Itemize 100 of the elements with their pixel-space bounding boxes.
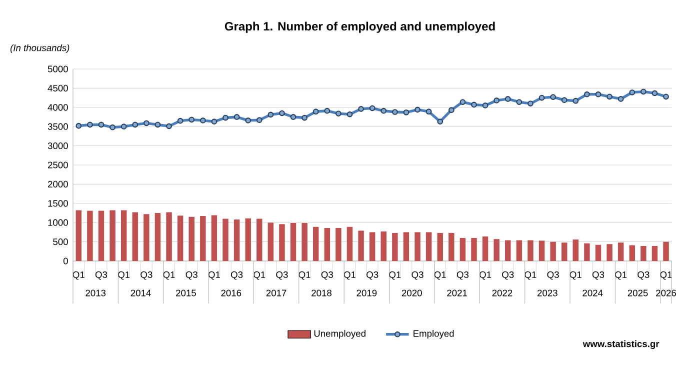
y-tick-label: 3500 — [48, 123, 68, 130]
bar — [211, 215, 218, 261]
y-tick-label: 2500 — [48, 162, 68, 168]
x-tick-label: Q3 — [321, 271, 333, 280]
y-tick-label: 5000 — [48, 66, 68, 72]
x-tick-label: Q1 — [344, 271, 356, 280]
x-tick-label: Q3 — [366, 271, 378, 280]
x-tick-label: Q3 — [231, 271, 243, 280]
text: 2016 — [221, 290, 242, 296]
y-tick-label: 500 — [53, 238, 68, 246]
text: 2026 — [656, 290, 676, 296]
text: 2022 — [492, 290, 512, 296]
bar — [336, 228, 342, 261]
text: 2024 — [582, 290, 603, 296]
bar — [290, 222, 296, 261]
bar — [663, 242, 669, 261]
x-tick-label: Q1 — [298, 271, 310, 280]
bar — [120, 210, 127, 261]
x-tick-label: Q1 — [118, 271, 130, 280]
y-tick-label: 1000 — [48, 219, 68, 226]
bar — [234, 220, 240, 261]
x-tick-label: Q3 — [502, 271, 514, 280]
chart-title: Graph 1. Number of employed and unemployed — [224, 22, 495, 33]
bar — [98, 210, 104, 261]
bar — [177, 216, 184, 261]
bar — [144, 214, 150, 261]
legend-label: Employed — [414, 330, 454, 339]
text: 2020 — [402, 290, 422, 296]
text: 2021 — [447, 290, 467, 296]
text: 2019 — [356, 290, 377, 296]
bar — [188, 216, 194, 261]
bar — [618, 242, 624, 261]
bar — [403, 232, 410, 261]
bar — [414, 232, 420, 261]
bar — [471, 238, 477, 261]
x-tick-label: Q1 — [660, 271, 672, 280]
bar — [505, 240, 511, 261]
bar — [110, 210, 116, 261]
y-tick-label: 0 — [63, 258, 68, 264]
x-tick-label: Q1 — [480, 271, 492, 280]
y-tick-label: 1500 — [48, 200, 68, 207]
y-tick-label: 3000 — [48, 142, 68, 150]
x-tick-label: Q3 — [638, 271, 650, 280]
bar — [154, 212, 161, 261]
bar — [516, 240, 522, 261]
bar — [538, 240, 545, 261]
bar — [494, 239, 500, 261]
bar — [550, 242, 556, 261]
x-tick-label: Q1 — [434, 271, 446, 280]
text: 2017 — [266, 290, 286, 296]
x-tick-label: Q3 — [140, 271, 152, 280]
text: www.statistics.gr — [582, 340, 660, 350]
bar — [584, 243, 590, 261]
x-tick-label: Q1 — [254, 271, 266, 280]
bar — [426, 232, 432, 261]
x-tick-label: Q3 — [592, 271, 604, 280]
bar — [528, 240, 534, 261]
x-tick-label: Q3 — [412, 271, 424, 280]
x-tick-label: Q3 — [186, 271, 198, 280]
y-tick-label: 2000 — [48, 180, 68, 188]
bar — [572, 239, 579, 261]
bar — [222, 218, 228, 261]
bar — [437, 232, 443, 261]
bar — [302, 222, 308, 261]
legend-label: Unemployed — [314, 330, 366, 339]
x-tick-label: Q1 — [615, 271, 627, 280]
text: 2015 — [176, 290, 196, 296]
bar — [268, 222, 274, 261]
x-tick-label: Q1 — [163, 271, 175, 280]
bar — [448, 232, 454, 261]
x-tick-label: Q1 — [208, 271, 220, 280]
x-tick-label: Q3 — [547, 271, 559, 280]
x-tick-label: Q1 — [389, 271, 401, 280]
text: 2023 — [537, 290, 558, 296]
bar — [166, 212, 172, 261]
bar — [200, 216, 206, 261]
bar — [358, 230, 364, 261]
bar — [595, 244, 602, 261]
y-axis-title: (In thousands) — [10, 44, 70, 53]
x-tick-label: Q1 — [570, 271, 582, 280]
x-tick-label: Q3 — [456, 271, 469, 280]
y-tick-label: 4500 — [48, 84, 68, 92]
x-tick-label: Q3 — [276, 271, 288, 280]
bar — [279, 224, 285, 261]
bar — [245, 218, 251, 261]
x-tick-label: Q3 — [95, 271, 108, 280]
bar — [482, 236, 488, 261]
bar — [132, 212, 138, 261]
bar — [392, 232, 398, 261]
bar — [87, 210, 93, 261]
x-tick-label: Q1 — [72, 271, 84, 280]
bar — [76, 210, 82, 261]
text: 2013 — [86, 290, 106, 296]
bar — [460, 238, 466, 261]
bar — [652, 246, 658, 261]
bar — [606, 244, 612, 261]
x-tick-label: Q1 — [524, 271, 536, 280]
bar — [256, 218, 262, 261]
text: 2025 — [628, 290, 648, 296]
bar — [324, 228, 330, 261]
